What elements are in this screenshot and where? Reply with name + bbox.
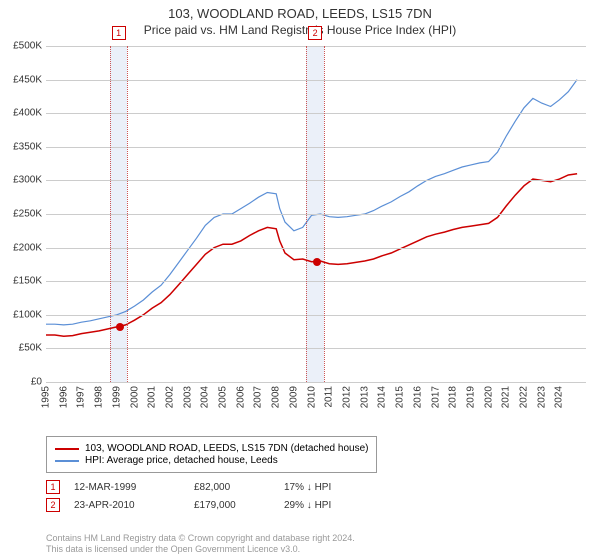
sale-marker-icon: 1 (46, 480, 60, 494)
x-tick-label: 1996 (58, 386, 69, 408)
footer-attribution: Contains HM Land Registry data © Crown c… (46, 533, 355, 556)
band-marker-icon: 2 (308, 26, 322, 40)
chart-container: 103, WOODLAND ROAD, LEEDS, LS15 7DN Pric… (0, 0, 600, 560)
sale-row: 1 12-MAR-1999 £82,000 17% ↓ HPI (46, 480, 586, 494)
x-tick-label: 2016 (412, 386, 423, 408)
x-tick-label: 1997 (76, 386, 87, 408)
y-tick-label: £300K (0, 175, 42, 186)
title-block: 103, WOODLAND ROAD, LEEDS, LS15 7DN Pric… (0, 0, 600, 37)
x-tick-label: 2006 (235, 386, 246, 408)
y-tick-label: £0 (0, 377, 42, 388)
x-tick-label: 2020 (483, 386, 494, 408)
x-axis-ticks: 1995199619971998199920002001200220032004… (46, 386, 586, 434)
y-tick-label: £350K (0, 141, 42, 152)
legend-box: 103, WOODLAND ROAD, LEEDS, LS15 7DN (det… (46, 436, 377, 473)
sale-diff: 17% ↓ HPI (284, 482, 384, 493)
sale-price: £82,000 (194, 482, 284, 493)
sale-dot-icon (313, 258, 321, 266)
sale-date: 12-MAR-1999 (74, 482, 194, 493)
y-tick-label: £250K (0, 209, 42, 220)
x-tick-label: 2000 (129, 386, 140, 408)
y-tick-label: £150K (0, 276, 42, 287)
x-tick-label: 2019 (465, 386, 476, 408)
x-tick-label: 2013 (359, 386, 370, 408)
sale-dot-icon (116, 323, 124, 331)
x-tick-label: 2007 (253, 386, 264, 408)
x-tick-label: 2009 (288, 386, 299, 408)
sale-marker-icon: 2 (46, 498, 60, 512)
footer-line: This data is licensed under the Open Gov… (46, 544, 355, 556)
x-tick-label: 2003 (182, 386, 193, 408)
chart-plot-area: £0£50K£100K£150K£200K£250K£300K£350K£400… (46, 46, 586, 382)
x-tick-label: 2015 (395, 386, 406, 408)
x-tick-label: 1998 (94, 386, 105, 408)
band-marker-icon: 1 (112, 26, 126, 40)
x-tick-label: 2004 (200, 386, 211, 408)
x-tick-label: 1995 (41, 386, 52, 408)
sale-row: 2 23-APR-2010 £179,000 29% ↓ HPI (46, 498, 586, 512)
legend-label: HPI: Average price, detached house, Leed… (85, 455, 278, 466)
sale-price: £179,000 (194, 500, 284, 511)
x-tick-label: 2010 (306, 386, 317, 408)
x-tick-label: 2024 (554, 386, 565, 408)
x-tick-label: 2023 (536, 386, 547, 408)
sale-date: 23-APR-2010 (74, 500, 194, 511)
y-tick-label: £50K (0, 343, 42, 354)
x-tick-label: 2022 (519, 386, 530, 408)
legend-item: HPI: Average price, detached house, Leed… (55, 455, 368, 466)
x-tick-label: 2008 (271, 386, 282, 408)
y-tick-label: £500K (0, 41, 42, 52)
sale-diff: 29% ↓ HPI (284, 500, 384, 511)
x-tick-label: 1999 (111, 386, 122, 408)
legend-swatch (55, 448, 79, 450)
y-tick-label: £450K (0, 74, 42, 85)
sales-block: 1 12-MAR-1999 £82,000 17% ↓ HPI 2 23-APR… (46, 480, 586, 516)
x-tick-label: 2018 (448, 386, 459, 408)
y-tick-label: £200K (0, 242, 42, 253)
footer-line: Contains HM Land Registry data © Crown c… (46, 533, 355, 545)
y-tick-label: £100K (0, 309, 42, 320)
x-tick-label: 2005 (218, 386, 229, 408)
legend-swatch (55, 460, 79, 462)
x-tick-label: 2021 (501, 386, 512, 408)
x-tick-label: 2002 (164, 386, 175, 408)
x-tick-label: 2014 (377, 386, 388, 408)
series-line (46, 80, 577, 325)
x-tick-label: 2012 (341, 386, 352, 408)
legend-label: 103, WOODLAND ROAD, LEEDS, LS15 7DN (det… (85, 443, 368, 454)
y-tick-label: £400K (0, 108, 42, 119)
title-main: 103, WOODLAND ROAD, LEEDS, LS15 7DN (0, 6, 600, 21)
x-tick-label: 2017 (430, 386, 441, 408)
x-tick-label: 2011 (324, 386, 335, 408)
legend-item: 103, WOODLAND ROAD, LEEDS, LS15 7DN (det… (55, 443, 368, 454)
title-sub: Price paid vs. HM Land Registry's House … (0, 23, 600, 37)
x-tick-label: 2001 (147, 386, 158, 408)
